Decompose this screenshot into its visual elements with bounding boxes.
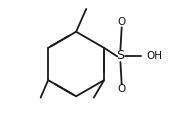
- Text: O: O: [118, 17, 126, 27]
- Text: S: S: [116, 49, 124, 62]
- Text: OH: OH: [146, 51, 162, 61]
- Text: O: O: [118, 84, 126, 94]
